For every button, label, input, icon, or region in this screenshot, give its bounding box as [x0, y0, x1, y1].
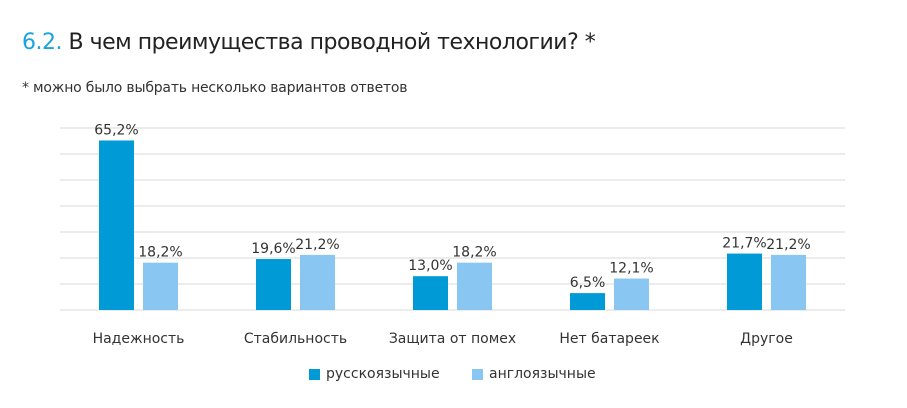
bar [300, 254, 335, 310]
data-label: 65,2% [94, 122, 138, 138]
category-label: Защита от помех [389, 331, 516, 347]
legend-swatch [472, 368, 483, 380]
bar [256, 259, 291, 310]
category-label: Другое [740, 331, 793, 347]
category-label: Стабильность [244, 331, 347, 347]
bar [727, 253, 762, 310]
bar [457, 262, 492, 310]
legend-item-english: англоязычные [472, 366, 596, 382]
category-label: Нет батареек [559, 331, 659, 347]
data-label: 18,2% [452, 245, 496, 261]
legend-label: русскоязычные [326, 366, 440, 382]
bar [413, 276, 448, 310]
title-text: В чем преимущества проводной технологии?… [68, 30, 596, 55]
data-label: 13,0% [408, 258, 452, 274]
data-label: 21,2% [766, 237, 810, 253]
data-label: 12,1% [609, 261, 653, 277]
page-title: 6.2. В чем преимущества проводной технол… [22, 30, 596, 55]
bar [771, 254, 806, 310]
data-label: 21,2% [295, 237, 339, 253]
legend-swatch [309, 368, 320, 380]
legend-item-russian: русскоязычные [309, 366, 440, 382]
bar [143, 262, 178, 310]
bar [570, 293, 605, 310]
subtitle: * можно было выбрать несколько вариантов… [22, 80, 408, 96]
data-label: 6,5% [570, 275, 606, 291]
legend-label: англоязычные [489, 366, 596, 382]
bar [614, 278, 649, 310]
data-label: 18,2% [138, 245, 182, 261]
category-label: Надежность [93, 331, 185, 347]
data-label: 21,7% [722, 236, 766, 252]
title-number: 6.2. [22, 30, 62, 55]
bar [99, 140, 134, 310]
data-label: 19,6% [251, 241, 295, 257]
